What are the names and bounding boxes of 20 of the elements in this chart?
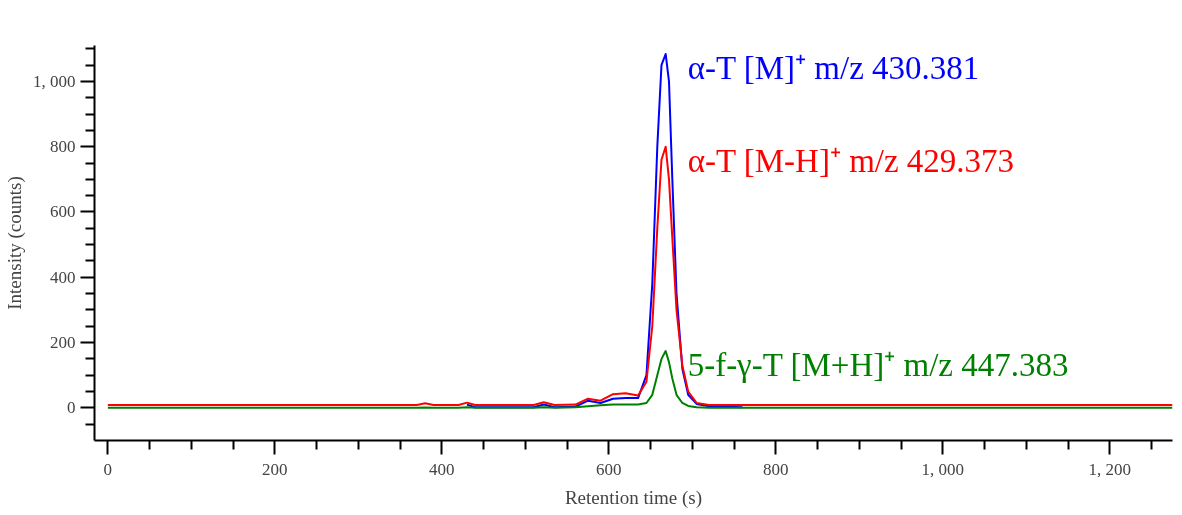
x-tick-label: 1, 000: [921, 459, 965, 479]
x-tick-label: 0: [103, 459, 113, 479]
line-series: [106, 145, 1173, 406]
y-tick-label: 600: [50, 202, 76, 222]
x-tick-label: 600: [596, 459, 622, 479]
x-axis-title: Retention time (s): [564, 486, 703, 509]
series-label: 5-f-γ-T [M+H]⁺ m/z 447.383: [687, 347, 1069, 384]
y-axis-title: Intensity (counts): [4, 176, 26, 310]
series-label: α-T [M]⁺ m/z 430.381: [687, 49, 980, 86]
x-tick-label: 400: [429, 459, 455, 479]
y-tick-label: 400: [50, 267, 76, 287]
line-series: [106, 350, 1173, 409]
y-tick-label: 0: [67, 398, 76, 418]
x-tick-label: 1, 200: [1088, 459, 1132, 479]
y-tick-label: 800: [50, 137, 76, 157]
y-tick-label: 1, 000: [33, 71, 76, 91]
x-tick-label: 200: [262, 459, 288, 479]
series-label: α-T [M-H]⁺ m/z 429.373: [687, 142, 1015, 179]
x-tick-label: 800: [763, 459, 789, 479]
y-tick-label: 200: [50, 333, 76, 353]
